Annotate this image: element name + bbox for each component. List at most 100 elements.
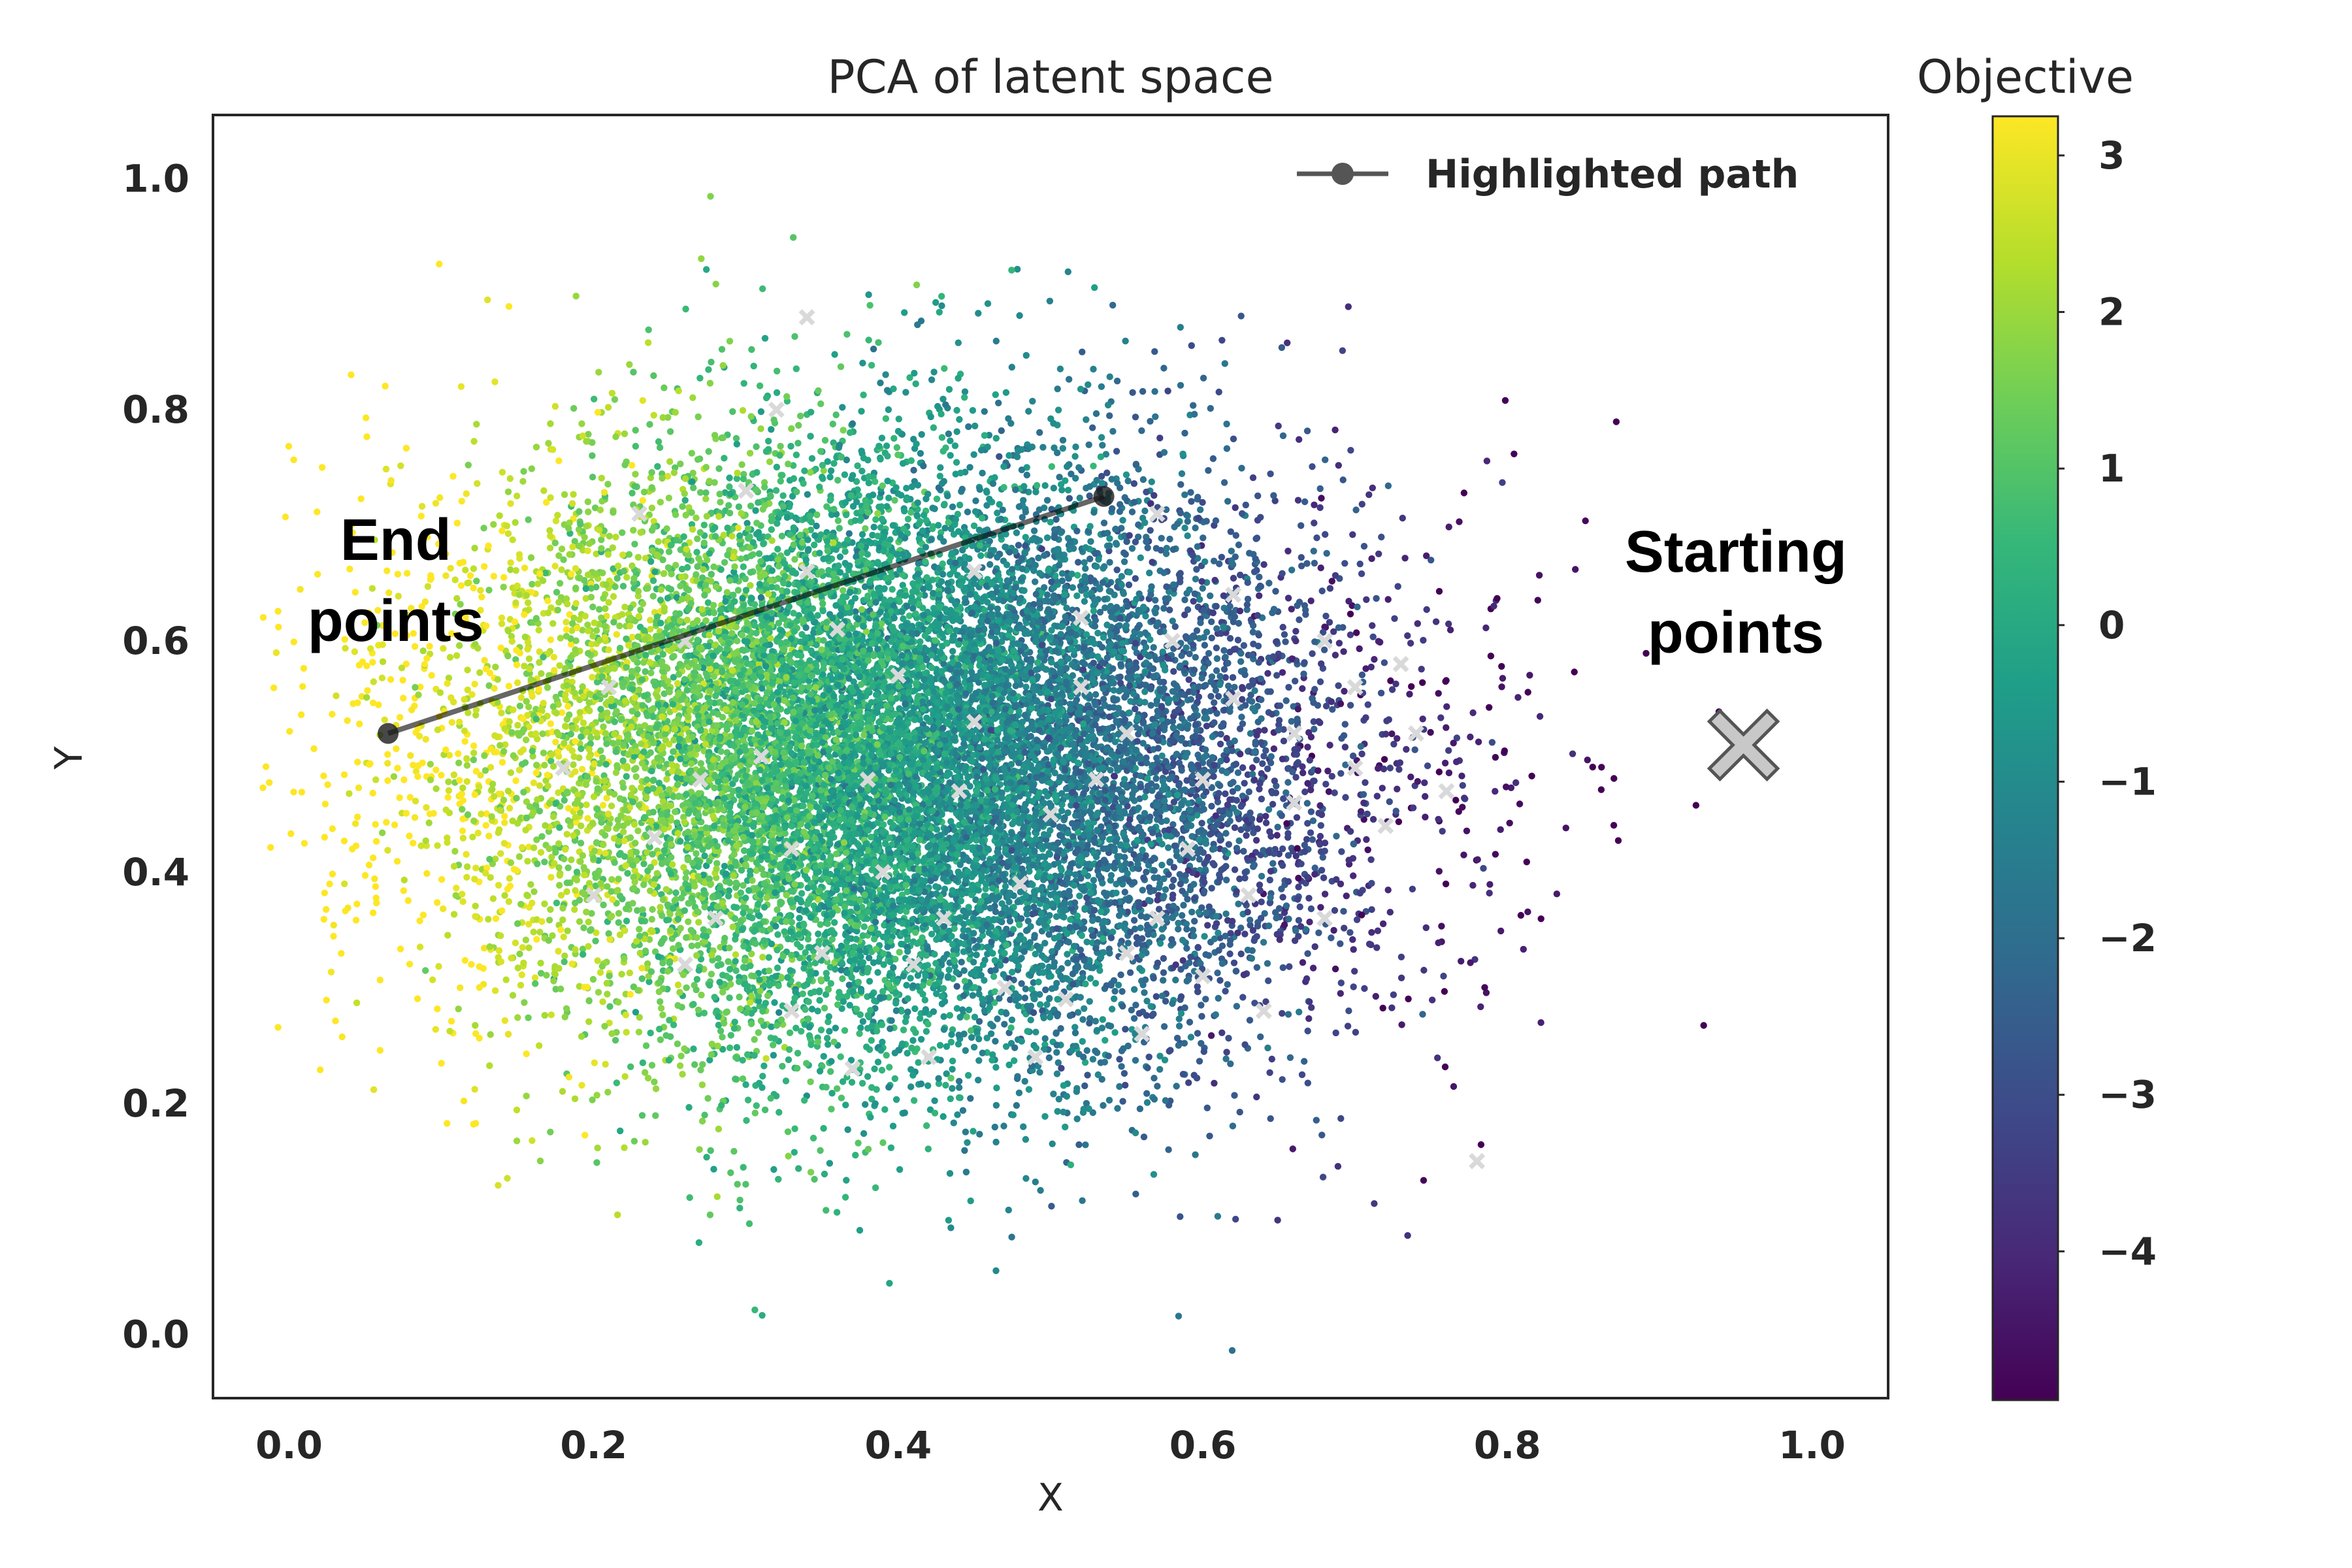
data-point	[733, 475, 741, 482]
data-point	[444, 794, 451, 801]
data-point	[1032, 1178, 1039, 1186]
data-point	[435, 540, 442, 547]
data-point	[352, 917, 360, 924]
data-point	[1022, 1175, 1030, 1182]
data-point	[896, 1166, 904, 1173]
data-point	[698, 1117, 706, 1125]
data-point	[1133, 940, 1141, 947]
data-point	[372, 883, 380, 890]
data-point	[546, 544, 554, 551]
data-point	[637, 606, 644, 613]
data-point	[652, 1085, 660, 1092]
data-point	[501, 819, 508, 826]
data-point	[733, 1044, 741, 1051]
data-point	[536, 928, 544, 936]
data-point	[1262, 819, 1270, 826]
data-point	[836, 525, 843, 532]
data-point	[1347, 631, 1354, 638]
data-point	[1158, 861, 1166, 869]
data-point	[1441, 1063, 1449, 1071]
data-point	[761, 335, 769, 342]
data-point	[623, 773, 630, 780]
data-point	[1022, 534, 1030, 541]
data-point	[589, 674, 596, 681]
data-point	[705, 366, 712, 373]
data-point	[954, 510, 962, 518]
data-point	[605, 598, 612, 606]
data-point	[297, 711, 305, 719]
data-point	[1323, 549, 1330, 557]
data-point	[679, 1071, 686, 1078]
data-point	[765, 954, 773, 961]
data-point	[668, 755, 675, 762]
data-point	[657, 1036, 664, 1043]
data-point	[353, 900, 361, 907]
data-point	[790, 475, 798, 482]
data-point	[1139, 387, 1147, 395]
data-point	[402, 661, 410, 668]
data-point	[940, 1013, 947, 1021]
data-point	[567, 640, 575, 648]
data-point	[1307, 808, 1315, 815]
data-point	[459, 815, 466, 823]
data-point	[693, 549, 700, 556]
data-point	[726, 944, 733, 952]
data-point	[674, 819, 681, 826]
data-point	[1083, 416, 1090, 423]
data-point	[639, 906, 646, 913]
data-point	[495, 881, 502, 889]
data-point	[547, 420, 554, 427]
data-point	[842, 1102, 849, 1109]
data-point	[1161, 1056, 1169, 1064]
data-point	[648, 469, 655, 476]
data-point	[363, 433, 370, 440]
data-point	[498, 620, 506, 627]
data-point	[1150, 1171, 1158, 1178]
data-point	[639, 497, 647, 504]
data-point	[647, 617, 654, 624]
data-point	[843, 331, 851, 338]
data-point	[1015, 1089, 1023, 1097]
data-point	[889, 1122, 897, 1130]
data-point	[1215, 693, 1222, 700]
data-point	[1232, 504, 1239, 512]
data-point	[370, 1086, 378, 1094]
data-point	[1299, 959, 1307, 966]
data-point	[640, 860, 647, 868]
data-point	[543, 972, 550, 979]
data-point	[886, 1064, 893, 1071]
data-point	[580, 924, 587, 932]
data-point	[693, 571, 700, 578]
data-point	[578, 822, 585, 830]
data-point	[1254, 825, 1262, 832]
data-point	[465, 461, 472, 468]
data-point	[1316, 485, 1324, 493]
data-point	[820, 467, 828, 474]
data-point	[458, 497, 465, 505]
data-point	[695, 1239, 703, 1247]
data-point	[416, 732, 423, 740]
data-point	[1003, 561, 1011, 568]
data-point	[1328, 773, 1336, 780]
data-point	[1215, 388, 1222, 396]
data-point	[841, 903, 849, 911]
data-point	[1486, 881, 1494, 888]
data-point	[774, 546, 781, 553]
data-point	[1139, 740, 1147, 747]
data-point	[990, 973, 998, 980]
data-point	[440, 905, 447, 913]
data-point	[1143, 1090, 1151, 1097]
data-point	[521, 564, 529, 572]
data-point	[646, 421, 653, 428]
data-point	[1207, 592, 1214, 600]
data-point	[1427, 728, 1434, 736]
data-point	[1188, 342, 1196, 350]
data-point	[1211, 1079, 1218, 1087]
data-point	[464, 666, 471, 674]
data-point	[346, 565, 353, 573]
chart-title: PCA of latent space	[827, 50, 1273, 104]
data-point	[1230, 574, 1237, 582]
data-point	[650, 372, 657, 380]
data-point	[1102, 1037, 1109, 1044]
data-point	[572, 293, 580, 300]
